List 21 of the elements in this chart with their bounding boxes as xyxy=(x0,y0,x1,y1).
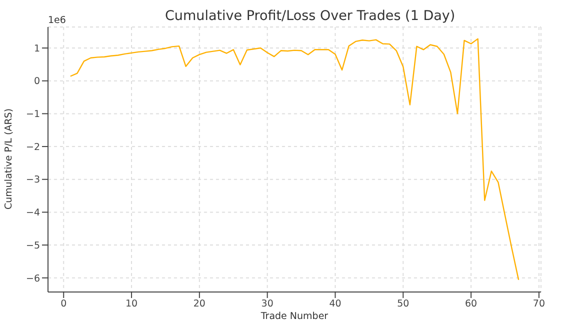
x-tick-label: 70 xyxy=(532,298,546,310)
y-tick-label: −5 xyxy=(26,240,40,252)
y-tick-label: −1 xyxy=(26,109,40,120)
x-tick-label: 30 xyxy=(261,298,274,310)
y-tick-label: −4 xyxy=(26,208,40,219)
y-axis-title: Cumulative P/L (ARS) xyxy=(3,108,14,210)
text: 1e6 xyxy=(48,15,66,26)
line-series xyxy=(70,38,520,280)
y-tick-label: −2 xyxy=(26,142,40,153)
y-tick-label: 1 xyxy=(34,43,40,54)
y-tick-label: −6 xyxy=(26,273,40,284)
x-tick-label: 10 xyxy=(125,298,138,310)
x-tick-label: 20 xyxy=(193,298,206,310)
y-tick-label: −3 xyxy=(26,174,40,186)
x-tick-label: 40 xyxy=(329,298,342,310)
chart-title: Cumulative Profit/Loss Over Trades (1 Day) xyxy=(165,8,456,24)
x-axis-title: Trade Number xyxy=(260,311,328,322)
x-tick-label: 50 xyxy=(397,298,410,310)
x-tick-label: 60 xyxy=(465,298,478,310)
y-tick-label: 0 xyxy=(34,76,40,88)
x-tick-label: 0 xyxy=(60,298,67,310)
